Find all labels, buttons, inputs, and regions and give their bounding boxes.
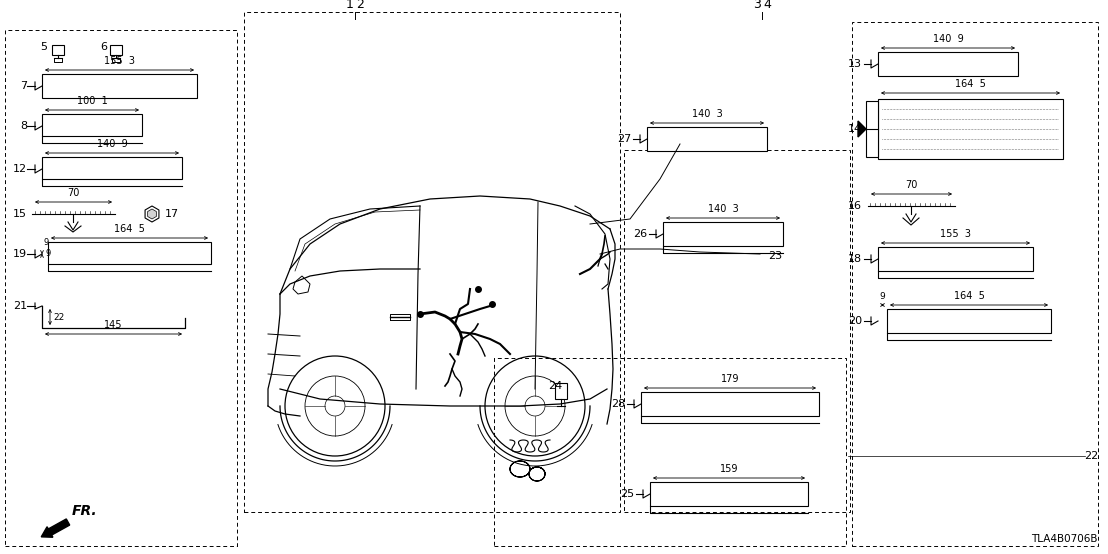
Bar [888, 309, 1051, 333]
Text: 8: 8 [20, 121, 27, 131]
Text: 70: 70 [905, 180, 917, 190]
Text: 22: 22 [1084, 451, 1098, 461]
Bar [663, 222, 783, 246]
Text: 140  9: 140 9 [96, 139, 127, 149]
Text: 16: 16 [848, 201, 862, 211]
Text: 140  3: 140 3 [691, 109, 722, 119]
Text: 21: 21 [13, 301, 27, 311]
Text: 20: 20 [848, 316, 862, 326]
Text: 164  5: 164 5 [114, 224, 145, 234]
Bar [6, 30, 237, 546]
Text: 164  5: 164 5 [955, 79, 986, 89]
Bar [555, 383, 567, 399]
Text: 164  5: 164 5 [954, 291, 984, 301]
Text: FR.: FR. [72, 504, 98, 518]
FancyArrow shape [41, 519, 70, 537]
Text: 155  3: 155 3 [940, 229, 971, 239]
Text: 25: 25 [619, 489, 634, 499]
Bar [42, 114, 142, 136]
Bar [647, 127, 767, 151]
Bar [852, 22, 1098, 546]
Bar [52, 45, 64, 55]
Text: 13: 13 [848, 59, 862, 69]
Text: 18: 18 [848, 254, 862, 264]
Text: 70: 70 [68, 188, 80, 198]
Bar [650, 482, 808, 506]
Text: 9: 9 [880, 292, 885, 301]
Text: 24: 24 [548, 381, 562, 391]
Text: 5: 5 [40, 42, 47, 52]
Bar [624, 150, 850, 512]
Text: 26: 26 [633, 229, 647, 239]
Text: 28: 28 [611, 399, 625, 409]
Text: 140  9: 140 9 [933, 34, 963, 44]
Text: 179: 179 [720, 374, 739, 384]
Bar [866, 101, 878, 157]
Text: 145: 145 [104, 320, 123, 330]
Text: 155  3: 155 3 [104, 56, 135, 66]
Bar [42, 74, 197, 98]
Polygon shape [858, 121, 866, 137]
Text: TLA4B0706B: TLA4B0706B [1032, 534, 1098, 544]
Text: 3: 3 [753, 0, 761, 11]
Bar [244, 12, 620, 512]
Text: 9: 9 [44, 238, 49, 247]
Text: 2: 2 [356, 0, 363, 11]
Bar [878, 247, 1033, 271]
Bar [110, 45, 122, 55]
Text: 27: 27 [617, 134, 630, 144]
Bar [48, 242, 211, 264]
Text: 159: 159 [720, 464, 738, 474]
Text: 9: 9 [45, 249, 50, 259]
Bar [42, 157, 182, 179]
Text: 6: 6 [100, 42, 107, 52]
Text: 23: 23 [768, 251, 782, 261]
Polygon shape [293, 276, 310, 294]
Text: 17: 17 [165, 209, 179, 219]
Text: 4: 4 [763, 0, 771, 11]
Text: 12: 12 [13, 164, 27, 174]
Text: 22: 22 [53, 312, 64, 321]
Bar [642, 392, 819, 416]
Text: 7: 7 [20, 81, 27, 91]
Text: 100  1: 100 1 [76, 96, 107, 106]
Text: 1: 1 [346, 0, 353, 11]
Text: 15: 15 [13, 209, 27, 219]
Bar [494, 358, 847, 546]
Bar [878, 99, 1063, 159]
Bar [878, 52, 1018, 76]
Text: 14: 14 [848, 124, 862, 134]
Text: 19: 19 [13, 249, 27, 259]
Text: 140  3: 140 3 [708, 204, 738, 214]
